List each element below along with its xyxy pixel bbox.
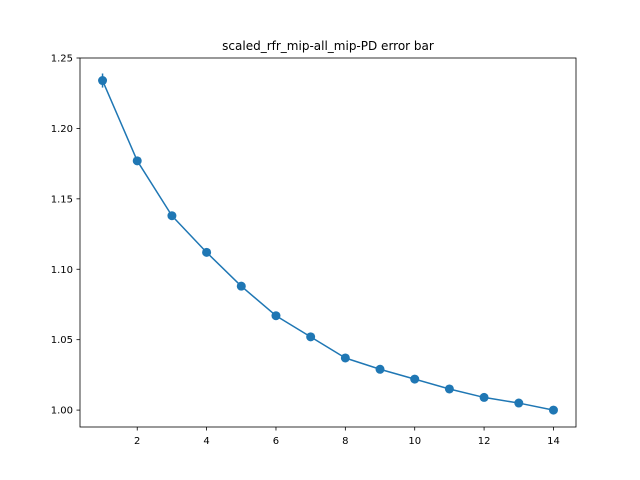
- data-point: [271, 311, 281, 321]
- data-point: [444, 384, 454, 394]
- axes: 2 4 6 8 10 12 14 1.00 1.05 1.10 1.15 1.20 1.25: [51, 54, 577, 447]
- axes-frame: [79, 57, 577, 428]
- x-tick-label: 4: [203, 436, 209, 447]
- x-tick-label: 6: [273, 436, 279, 447]
- data-point: [375, 364, 385, 374]
- data-point: [202, 247, 212, 257]
- data-point: [514, 398, 524, 408]
- data-point: [236, 281, 246, 291]
- y-tick-label: 1.15: [51, 194, 73, 205]
- y-tick-label: 1.10: [51, 265, 73, 276]
- data-point: [548, 405, 558, 415]
- y-tick-label: 1.00: [51, 406, 73, 417]
- x-tick-label: 8: [342, 436, 348, 447]
- data-point: [98, 76, 108, 86]
- data-point: [479, 392, 489, 402]
- y-tick-label: 1.25: [51, 54, 73, 65]
- x-tick-label: 12: [478, 436, 491, 447]
- y-tick-label: 1.20: [51, 124, 73, 135]
- chart-title: scaled_rfr_mip-all_mip-PD error bar: [222, 39, 434, 53]
- y-tick-label: 1.05: [51, 335, 73, 346]
- data-point: [410, 374, 420, 384]
- x-tick-label: 10: [408, 436, 421, 447]
- data-point: [306, 332, 316, 342]
- series-line: [101, 80, 554, 411]
- x-tick-label: 14: [547, 436, 560, 447]
- data-point: [132, 156, 142, 166]
- plot-area: [98, 73, 558, 415]
- x-tick-label: 2: [134, 436, 140, 447]
- data-point: [167, 211, 177, 221]
- data-point: [340, 353, 350, 363]
